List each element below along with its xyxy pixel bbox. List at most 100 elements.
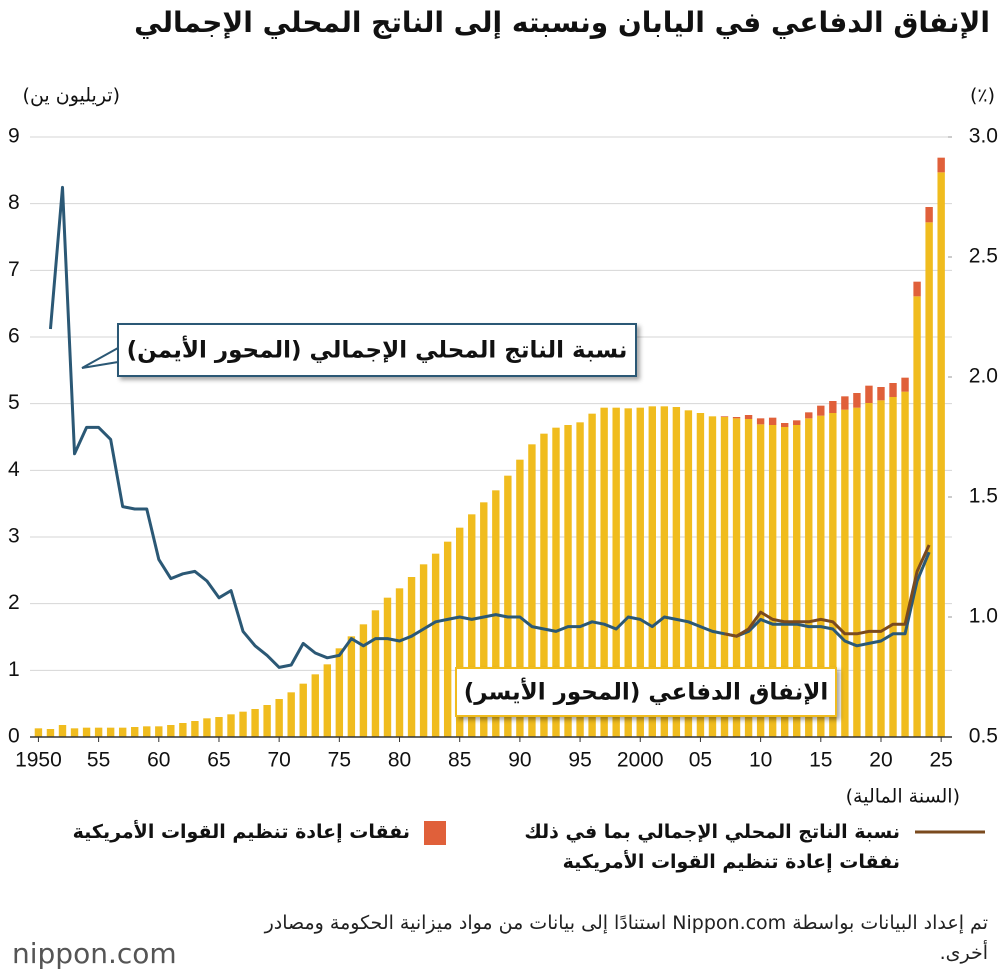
bar [516, 459, 524, 737]
bar [106, 727, 115, 737]
bar [780, 427, 789, 737]
bar-segment [793, 420, 801, 425]
bar [383, 597, 392, 737]
bar [179, 723, 187, 737]
bar [768, 425, 777, 737]
annotation-box [117, 323, 637, 377]
line [48, 185, 931, 669]
x-tick-label: 15 [809, 749, 832, 772]
y-tick-label: 7 [8, 258, 20, 281]
bar [540, 433, 548, 737]
bar-segment [853, 393, 861, 408]
bar [732, 418, 741, 737]
bar [720, 417, 729, 737]
bar [901, 391, 909, 737]
line [724, 544, 931, 638]
annotation: نسبة الناتج المحلي الإجمالي (المحور الأي… [81, 323, 837, 717]
bar [323, 664, 332, 737]
bar [684, 410, 693, 737]
bar-segment [780, 423, 789, 427]
bar [552, 427, 560, 737]
y2-axis-label: (٪) [970, 85, 995, 107]
bar [203, 718, 211, 737]
bar [913, 296, 921, 737]
bar [215, 717, 223, 737]
bar [480, 502, 488, 737]
x-tick-label: 25 [929, 749, 952, 772]
bar [708, 416, 717, 737]
bar [829, 413, 837, 737]
bar [118, 727, 127, 737]
bar [744, 419, 753, 737]
bar-segment [744, 415, 753, 419]
bar [311, 674, 319, 737]
bar [817, 415, 825, 737]
x-tick-label: 60 [147, 749, 170, 772]
y-tick-label: 6 [8, 325, 20, 348]
bar [877, 400, 885, 737]
bar [456, 527, 464, 737]
bar [624, 408, 632, 737]
bar [94, 727, 103, 737]
bar [841, 409, 849, 737]
x-tick-label: 80 [388, 749, 411, 772]
bar [805, 418, 813, 737]
y2-tick-label: 0.5 [969, 725, 998, 748]
bar [407, 577, 416, 737]
x-axis-label: (السنة المالية) [846, 786, 960, 808]
y2-tick-label: 3.0 [969, 125, 998, 148]
bar [443, 541, 452, 737]
annotation-box [455, 667, 837, 717]
bar-segment [925, 207, 933, 223]
legend-label: نسبة الناتج المحلي الإجمالي بما في ذلك ن… [524, 821, 900, 873]
bar [155, 726, 163, 737]
bar [576, 422, 584, 737]
x-tick-label: 75 [328, 749, 351, 772]
x-tick-label: 55 [87, 749, 110, 772]
y-tick-label: 4 [8, 458, 20, 481]
legend-swatch [424, 821, 446, 845]
bar [58, 725, 67, 737]
bar [612, 407, 620, 737]
x-tick-label: 20 [869, 749, 892, 772]
bar [227, 714, 235, 737]
x-tick-label: 95 [568, 749, 591, 772]
x-tick-label: 65 [207, 749, 230, 772]
legend-label: نفقات إعادة تنظيم القوات الأمريكية [72, 821, 410, 843]
bar-segment [841, 396, 849, 410]
bar-segment [913, 281, 921, 297]
bar [191, 721, 199, 737]
bar [82, 727, 91, 737]
y-tick-label: 0 [8, 725, 20, 748]
bar-segment [817, 405, 825, 416]
bar-segment [829, 401, 837, 413]
x-tick-label: 10 [749, 749, 772, 772]
bar [528, 444, 536, 737]
bar [660, 406, 669, 737]
bar [672, 407, 681, 737]
bar [853, 407, 861, 737]
bar [648, 406, 656, 737]
bar-segment [889, 383, 897, 397]
bar [419, 564, 428, 737]
bar-segment [901, 377, 909, 392]
bar [299, 683, 307, 737]
bar [588, 413, 596, 737]
bar-segment [877, 387, 885, 401]
y-axis-label: (تريليون ين) [23, 85, 120, 107]
bar [793, 425, 801, 737]
x-tick-label: 05 [689, 749, 712, 772]
x-tick-label: 90 [508, 749, 531, 772]
bar-segment [937, 157, 945, 173]
bar [371, 610, 380, 737]
bar-segment [732, 417, 741, 419]
annotation-pointer [81, 346, 119, 369]
annotation-text: نسبة الناتج المحلي الإجمالي (المحور الأي… [127, 335, 628, 364]
bar-segment [720, 416, 729, 417]
bar [46, 729, 55, 737]
y-tick-label: 3 [8, 525, 20, 548]
bar [756, 424, 765, 737]
bar [636, 407, 644, 737]
chart: الإنفاق الدفاعي في اليابان ونسبته إلى ال… [8, 6, 998, 845]
